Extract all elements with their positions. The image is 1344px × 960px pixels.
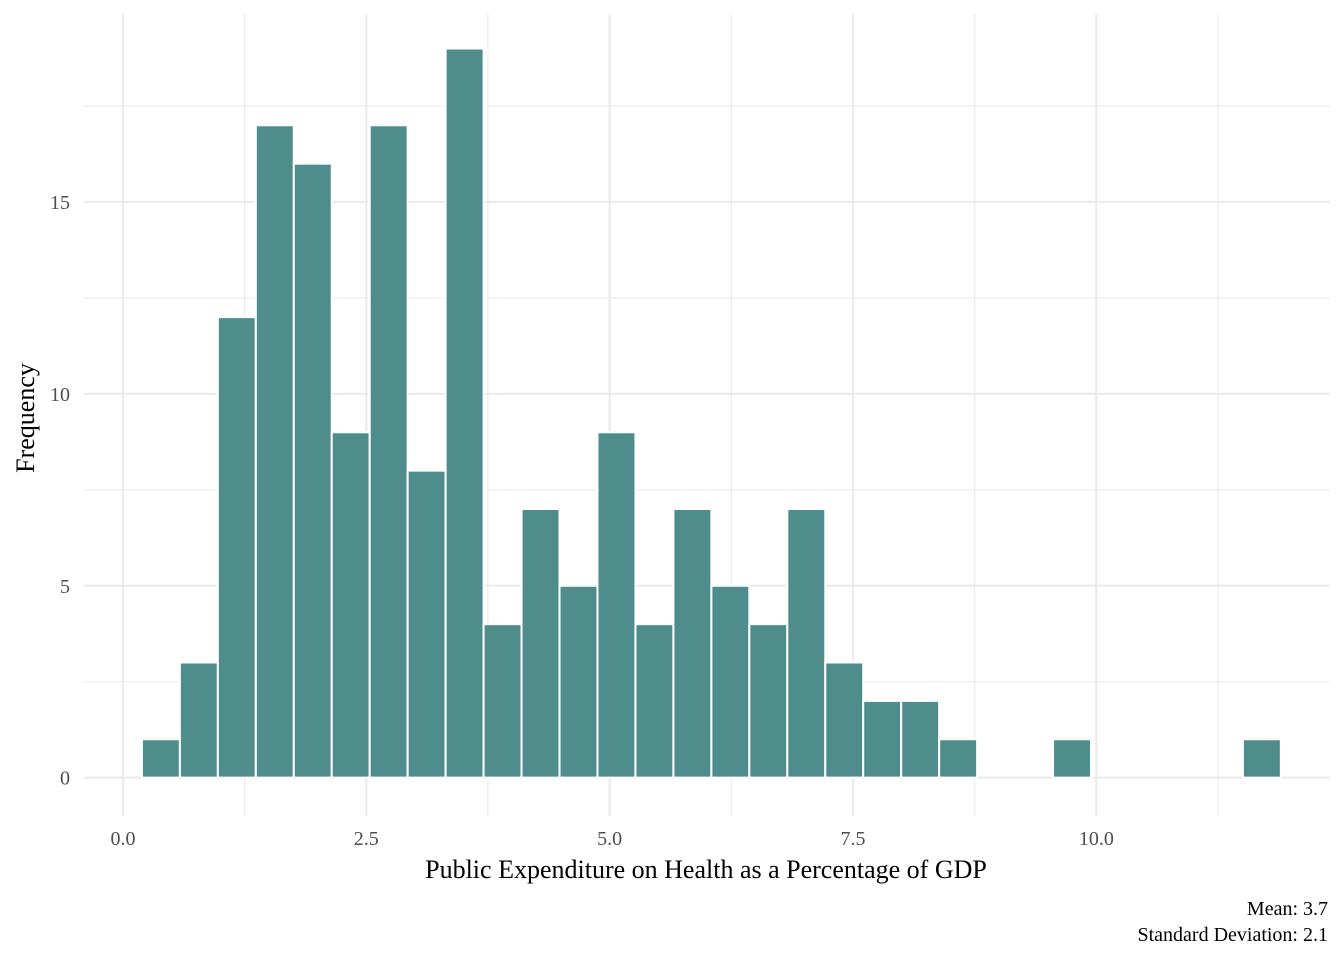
histogram-bar (900, 699, 941, 779)
caption-std: Standard Deviation: 2.1 (1137, 924, 1328, 946)
histogram-bar (748, 623, 789, 779)
histogram-bar (558, 584, 599, 779)
x-tick-label: 0.0 (110, 828, 135, 850)
histogram-bar (292, 162, 333, 779)
y-axis-title: Frequency (11, 363, 40, 473)
histogram-bar (140, 738, 181, 779)
histogram-bar (786, 508, 827, 779)
histogram-bar (710, 584, 751, 779)
histogram-bar (482, 623, 523, 779)
histogram-bar (824, 661, 865, 779)
histogram-bar (406, 469, 447, 779)
x-axis-title: Public Expenditure on Health as a Percen… (425, 855, 987, 884)
x-tick-label: 10.0 (1079, 828, 1114, 850)
y-tick-label: 0 (60, 768, 70, 790)
histogram-bar (330, 431, 371, 779)
y-tick-label: 15 (50, 192, 70, 214)
histogram-bar (672, 508, 713, 779)
y-axis-ticks: 0 5 10 15 (50, 192, 70, 790)
histogram-bar (444, 47, 485, 779)
histogram-bar (1052, 738, 1093, 779)
bars (140, 47, 1282, 779)
caption-mean: Mean: 3.7 (1247, 898, 1328, 920)
y-tick-label: 5 (60, 576, 70, 598)
histogram-bar (216, 316, 257, 779)
y-tick-label: 10 (50, 384, 70, 406)
histogram-bar (1241, 738, 1282, 779)
x-tick-label: 5.0 (597, 828, 622, 850)
histogram-bar (520, 508, 561, 779)
histogram-bar (368, 124, 409, 779)
histogram-bar (634, 623, 675, 779)
x-tick-label: 2.5 (354, 828, 379, 850)
histogram-bar (862, 699, 903, 779)
histogram-bar (254, 124, 295, 779)
histogram-bar (938, 738, 979, 779)
x-axis-ticks: 0.0 2.5 5.0 7.5 10.0 (110, 828, 1113, 850)
histogram-bar (596, 431, 637, 779)
histogram-bar (178, 661, 219, 779)
x-tick-label: 7.5 (841, 828, 866, 850)
